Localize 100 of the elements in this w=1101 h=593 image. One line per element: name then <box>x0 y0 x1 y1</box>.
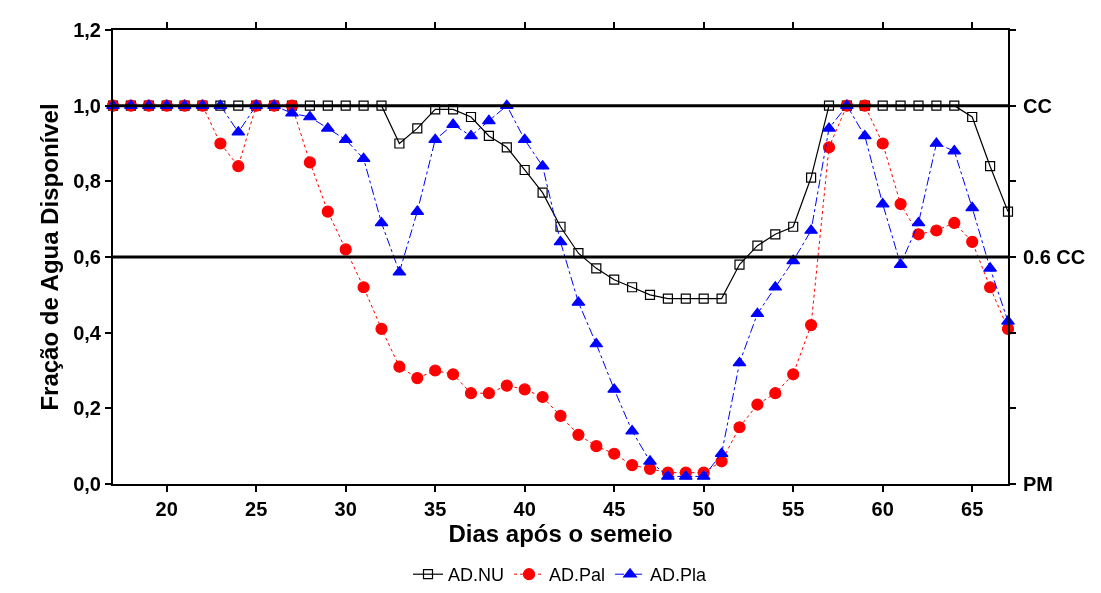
point <box>464 129 478 140</box>
x-tick-label: 45 <box>603 498 626 520</box>
point <box>537 187 548 198</box>
point <box>948 216 961 230</box>
x-tick-label: 60 <box>871 498 894 520</box>
point <box>555 221 566 232</box>
point <box>609 274 620 285</box>
point <box>553 235 568 246</box>
point <box>465 111 477 123</box>
point <box>788 221 799 232</box>
point <box>590 440 603 453</box>
ref-line-label: CC <box>1023 95 1052 117</box>
point <box>894 197 907 211</box>
point <box>483 130 494 142</box>
x-tick-label: 40 <box>513 498 536 520</box>
point <box>285 107 299 117</box>
point <box>750 307 765 318</box>
point <box>876 137 889 150</box>
x-tick-label: 25 <box>245 498 268 520</box>
y-tick-label: 1,2 <box>73 19 101 41</box>
point <box>412 123 423 134</box>
y-axis-title: Fração de Agua Disponível <box>35 103 63 411</box>
y-tick-label: 0,0 <box>73 473 101 495</box>
point <box>732 356 747 367</box>
y-tick-label: 1,0 <box>73 94 101 117</box>
point <box>573 248 584 259</box>
point <box>357 281 370 294</box>
point <box>911 216 926 227</box>
point <box>501 142 512 153</box>
point <box>303 156 316 169</box>
x-tick-label: 50 <box>692 498 715 520</box>
point <box>428 133 443 144</box>
point <box>643 455 657 465</box>
point <box>339 243 352 256</box>
point <box>358 100 369 111</box>
legend-label: AD.NU <box>448 565 505 586</box>
point <box>1002 206 1014 217</box>
point <box>448 104 459 115</box>
point <box>591 263 602 274</box>
point <box>965 201 980 212</box>
point <box>447 368 460 381</box>
text: PM <box>1023 473 1053 495</box>
point <box>857 129 872 140</box>
point <box>823 100 835 111</box>
point <box>733 421 746 434</box>
point <box>627 282 638 293</box>
point <box>662 293 673 304</box>
point <box>822 122 836 132</box>
x-tick-label: 20 <box>155 498 178 520</box>
legend-label: AD.Pal <box>549 565 606 586</box>
point <box>875 197 890 208</box>
point <box>214 137 227 150</box>
point <box>967 111 978 123</box>
point <box>394 138 405 149</box>
point <box>536 390 549 404</box>
point <box>233 100 244 111</box>
point <box>949 100 960 111</box>
point <box>340 100 351 111</box>
point <box>680 293 691 304</box>
point <box>554 409 567 422</box>
point <box>518 383 531 396</box>
point <box>895 100 906 111</box>
point <box>376 100 387 111</box>
point <box>375 322 388 335</box>
x-tick-label: 30 <box>334 498 357 520</box>
y-tick-label: 0,4 <box>73 321 102 344</box>
point <box>429 364 442 377</box>
point <box>338 133 353 144</box>
point <box>985 161 996 172</box>
point <box>947 144 962 155</box>
point <box>374 216 389 227</box>
legend-label: AD.Pla <box>650 565 708 586</box>
point <box>481 114 496 125</box>
point <box>698 293 709 304</box>
point <box>500 379 513 392</box>
point <box>806 172 817 183</box>
ref-line-label: 0.6 CC <box>1023 246 1086 268</box>
point <box>626 458 639 472</box>
point <box>913 100 924 111</box>
point <box>321 205 334 218</box>
point <box>931 100 942 111</box>
y-tick-label: 0,2 <box>73 397 101 420</box>
point <box>716 293 727 304</box>
point <box>877 100 888 111</box>
point <box>519 164 530 176</box>
point <box>822 141 836 154</box>
point <box>644 289 656 300</box>
point <box>430 104 441 115</box>
x-tick-label: 65 <box>961 498 984 520</box>
point <box>787 368 800 381</box>
point <box>770 229 781 240</box>
point <box>966 235 979 248</box>
point <box>589 337 604 348</box>
point <box>912 228 925 241</box>
point <box>572 428 585 441</box>
x-tick-label: 35 <box>424 498 447 520</box>
point <box>393 360 406 373</box>
point <box>464 387 478 400</box>
point <box>752 240 763 251</box>
point <box>411 371 424 385</box>
